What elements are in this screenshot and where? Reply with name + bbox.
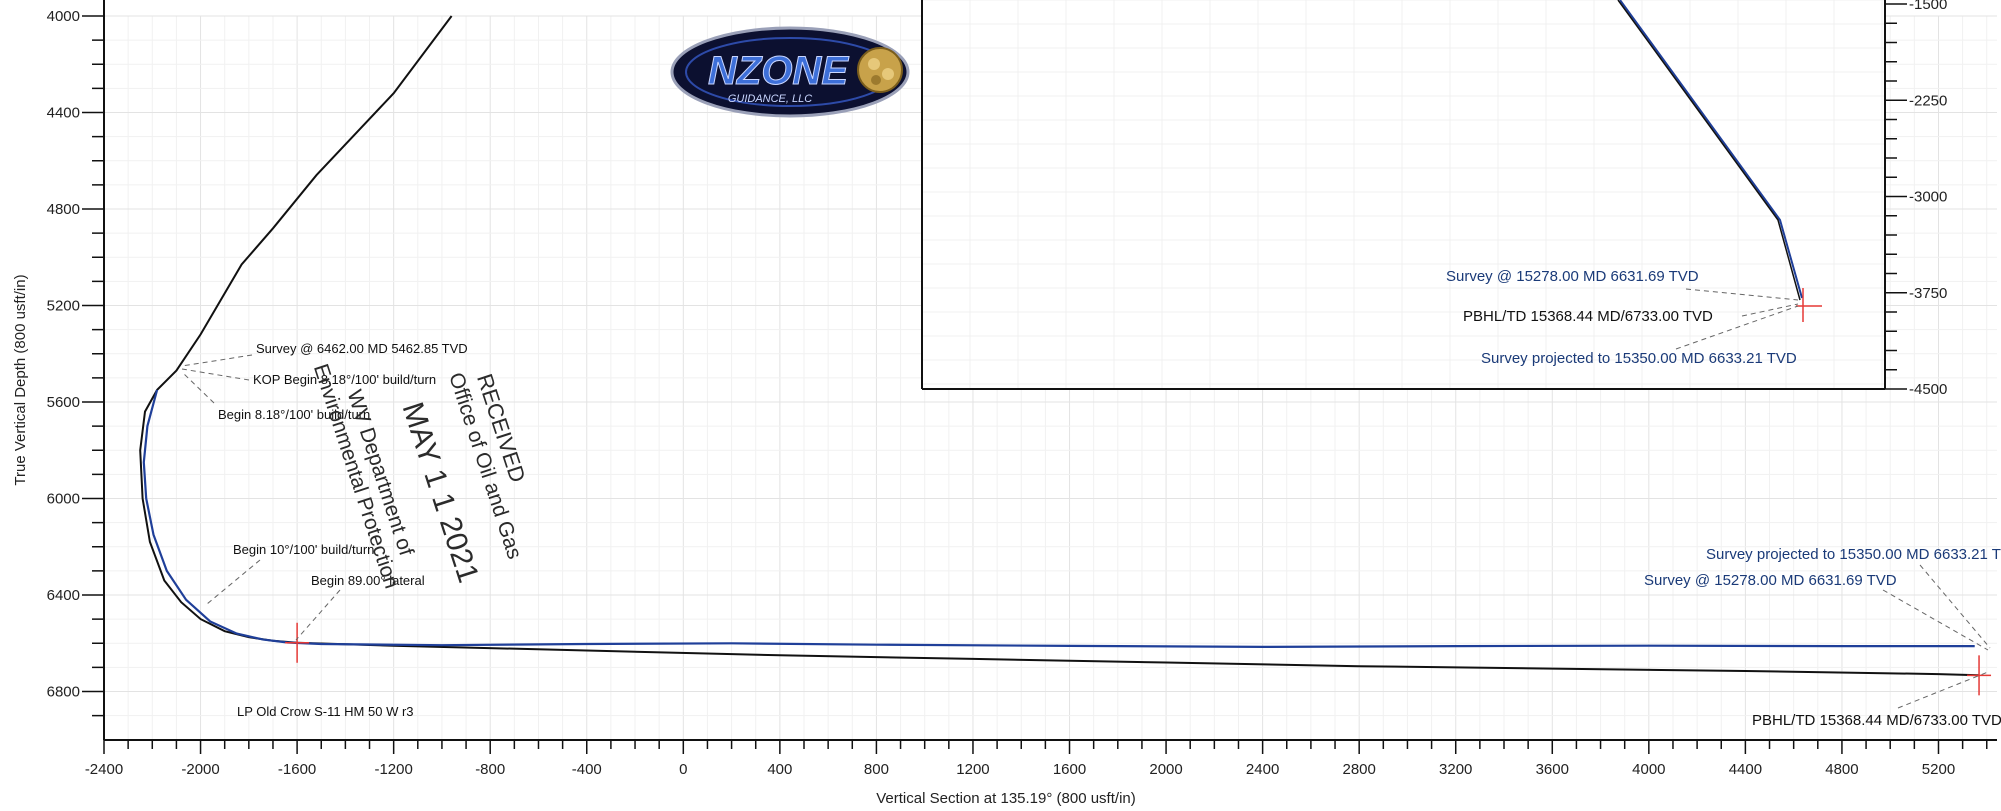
x-tick-label: -2000 xyxy=(181,761,219,778)
annotation-leader-line xyxy=(1919,564,1991,649)
inset-y-tick-label: -3000 xyxy=(1909,189,1947,206)
x-tick-label: 2800 xyxy=(1342,761,1375,778)
inset-annotation-pbhl: PBHL/TD 15368.44 MD/6733.00 TVD xyxy=(1463,308,1713,325)
x-tick-label: 0 xyxy=(679,761,687,778)
x-tick-label: 3600 xyxy=(1536,761,1569,778)
x-tick-label: 4000 xyxy=(1632,761,1665,778)
inset-leader-line xyxy=(1675,305,1799,350)
inset-y-tick-label: -2250 xyxy=(1909,92,1947,109)
annotation-leader-line xyxy=(295,589,341,641)
x-tick-label: 1200 xyxy=(956,761,989,778)
nzone-logo: NZONE GUIDANCE, LLC xyxy=(670,26,910,118)
drill-bit-icon xyxy=(857,47,903,93)
inset-y-tick-label: -1500 xyxy=(1909,0,1947,13)
annotation-pbhl-end: PBHL/TD 15368.44 MD/6733.00 TVD xyxy=(1752,712,2001,729)
annotation-leader-line xyxy=(206,559,261,605)
x-tick-label: 2000 xyxy=(1149,761,1182,778)
inset-y-tick-label: -3750 xyxy=(1909,285,1947,302)
annotation-begin-lateral: Begin 89.00° lateral xyxy=(311,573,425,588)
annotation-kop-begin: KOP Begin 8.18°/100' build/turn xyxy=(253,372,436,387)
chart-annotations: Survey @ 6462.00 MD 5462.85 TVD KOP Begin… xyxy=(181,341,2001,729)
y-tick-label: 4000 xyxy=(47,8,80,25)
x-tick-label: -800 xyxy=(475,761,505,778)
annotation-survey-kop: Survey @ 6462.00 MD 5462.85 TVD xyxy=(256,341,468,356)
y-tick-label: 6800 xyxy=(47,684,80,701)
plan-view-inset: -1500 -2250 -3000 -3750 -4500 Survey @ 15278.… xyxy=(921,0,1947,398)
x-tick-label: 4400 xyxy=(1729,761,1762,778)
x-tick-label: 1600 xyxy=(1053,761,1086,778)
y-tick-label: 4800 xyxy=(47,201,80,218)
inset-annotation-survey: Survey @ 15278.00 MD 6631.69 TVD xyxy=(1446,268,1699,285)
annotation-leader-line xyxy=(181,368,250,381)
y-tick-label: 6000 xyxy=(47,491,80,508)
planned-trajectory-line xyxy=(139,15,1980,677)
annotation-begin-build-turn: Begin 8.18°/100' build/turn xyxy=(218,407,370,422)
x-tick-label: 3200 xyxy=(1439,761,1472,778)
annotation-begin-10-build: Begin 10°/100' build/turn xyxy=(233,542,374,557)
annotation-projected-end: Survey projected to 15350.00 MD 6633.21 … xyxy=(1706,546,2001,563)
inset-leader-line xyxy=(1741,303,1799,317)
inset-annotation-projected: Survey projected to 15350.00 MD 6633.21 … xyxy=(1481,350,1797,367)
y-tick-label: 5600 xyxy=(47,394,80,411)
annotation-survey-end: Survey @ 15278.00 MD 6631.69 TVD xyxy=(1644,572,1897,589)
annotation-leader-line xyxy=(1882,589,1989,651)
x-tick-label: -2400 xyxy=(85,761,123,778)
annotation-leader-line xyxy=(181,371,215,404)
x-tick-label: 800 xyxy=(864,761,889,778)
annotation-leader-line xyxy=(181,354,253,367)
y-tick-label: 6400 xyxy=(47,587,80,604)
y-axis-title: True Vertical Depth (800 usft/in) xyxy=(12,274,29,485)
x-tick-label: 4800 xyxy=(1825,761,1858,778)
x-tick-label: 400 xyxy=(767,761,792,778)
x-axis-title: Vertical Section at 135.19° (800 usft/in… xyxy=(876,790,1135,807)
logo-text: NZONE xyxy=(708,49,849,93)
x-tick-label: -1600 xyxy=(278,761,316,778)
y-tick-label: 4400 xyxy=(47,105,80,122)
logo-subtext: GUIDANCE, LLC xyxy=(728,93,812,105)
chart-axes: -2400 -2000 -1600 -1200 -800 -400 0 400 800 1200 1… xyxy=(47,0,1997,778)
logo-ellipse xyxy=(670,26,910,118)
x-tick-label: 5200 xyxy=(1922,761,1955,778)
y-tick-label: 5200 xyxy=(47,298,80,315)
annotation-leader-line xyxy=(1897,671,1989,709)
inset-leader-line xyxy=(1685,288,1799,301)
inset-trajectory-black xyxy=(1617,0,1801,301)
chart-series xyxy=(139,15,1992,696)
inset-background xyxy=(922,0,1885,389)
inset-y-tick-label: -4500 xyxy=(1909,381,1947,398)
x-tick-label: 2400 xyxy=(1246,761,1279,778)
x-tick-label: -1200 xyxy=(374,761,412,778)
inset-trajectory-blue xyxy=(1619,0,1803,299)
annotation-landing-point-name: LP Old Crow S-11 HM 50 W r3 xyxy=(237,704,414,719)
x-tick-label: -400 xyxy=(572,761,602,778)
